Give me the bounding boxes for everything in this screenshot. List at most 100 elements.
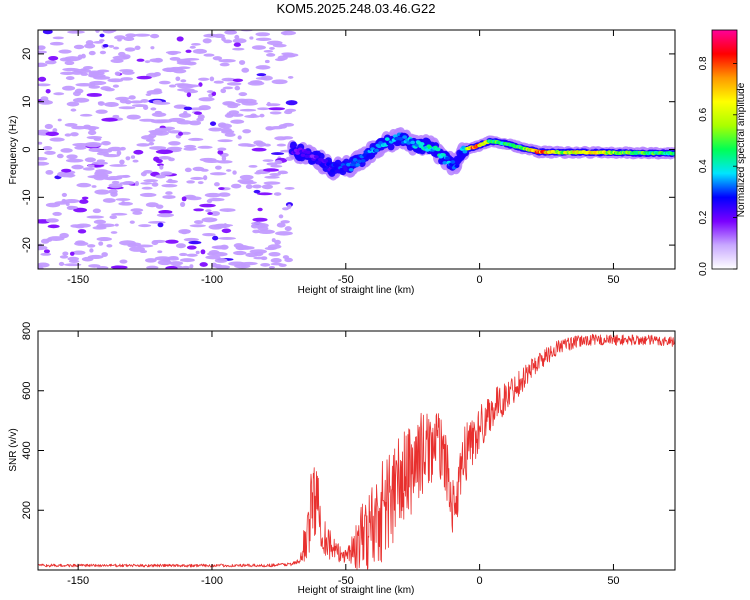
noise-blob <box>219 62 230 67</box>
ridge-core <box>366 154 371 158</box>
noise-blob <box>150 46 155 50</box>
noise-blob <box>65 158 84 163</box>
ridge-core <box>330 168 335 173</box>
noise-blob <box>61 192 68 197</box>
noise-blob <box>169 56 181 61</box>
noise-blob <box>127 243 138 248</box>
noise-blob <box>107 146 124 152</box>
noise-blob <box>268 107 286 111</box>
noise-blob <box>158 80 171 85</box>
noise-blob <box>237 135 242 140</box>
colorbar-gradient <box>711 29 738 270</box>
noise-blob <box>287 204 292 210</box>
noise-blob <box>269 172 281 177</box>
ridge-core <box>442 160 448 165</box>
noise-blob <box>57 118 62 122</box>
noise-blob <box>83 126 100 130</box>
noise-blob <box>224 113 234 118</box>
y-tick-label: -20 <box>21 237 33 253</box>
noise-blob <box>248 164 258 168</box>
noise-blob <box>255 65 271 70</box>
ridge-mid <box>387 143 395 151</box>
noise-blob <box>150 33 160 39</box>
ridge-core <box>360 159 366 163</box>
noise-blob <box>219 244 229 250</box>
noise-blob <box>259 113 265 118</box>
noise-blob <box>110 265 128 269</box>
colorbar-ticks: 0.0 0.2 0.4 0.6 0.8 <box>698 56 737 276</box>
noise-blob <box>104 101 119 108</box>
noise-blob <box>38 45 46 51</box>
noise-blob <box>107 78 124 83</box>
noise-blob <box>255 37 272 42</box>
noise-blob <box>154 110 162 115</box>
noise-blob <box>284 187 295 190</box>
noise-blob <box>264 59 270 64</box>
noise-blob <box>153 156 160 162</box>
noise-blob <box>151 182 159 187</box>
spectrogram-y-ticks: -20 -10 0 10 20 <box>21 48 675 253</box>
noise-blob <box>135 244 154 248</box>
noise-blob <box>244 144 257 147</box>
noise-blob <box>218 123 232 129</box>
noise-blob <box>49 41 64 46</box>
noise-blob <box>91 161 109 165</box>
noise-blob <box>69 251 75 256</box>
noise-blob <box>128 95 136 100</box>
noise-blob <box>213 182 220 187</box>
noise-blob <box>208 127 224 132</box>
noise-blob <box>253 189 261 194</box>
noise-blob <box>136 75 152 80</box>
noise-blob <box>139 249 148 254</box>
noise-blob <box>183 106 193 111</box>
noise-blob <box>98 241 104 246</box>
noise-blob <box>227 104 239 109</box>
noise-blob <box>123 36 135 41</box>
noise-blob <box>52 36 65 40</box>
noise-blob <box>249 36 254 40</box>
ridge-core <box>352 157 358 162</box>
noise-blob <box>38 264 43 269</box>
noise-blob <box>165 239 179 244</box>
noise-blob <box>110 58 124 63</box>
noise-blob <box>76 223 91 228</box>
noise-blob <box>103 177 117 181</box>
noise-blob <box>151 112 167 117</box>
y-tick-label: 600 <box>21 382 33 400</box>
noise-blob <box>235 98 249 104</box>
snr-x-ticks: -150 -100 -50 0 50 <box>67 331 620 587</box>
noise-blob <box>136 58 145 62</box>
noise-blob <box>66 101 80 107</box>
noise-blob <box>139 118 156 122</box>
noise-blob <box>74 241 89 246</box>
noise-blob <box>130 155 136 159</box>
noise-blob <box>262 159 274 162</box>
noise-blob <box>216 160 233 164</box>
noise-blob <box>233 42 241 47</box>
noise-blob <box>238 92 248 97</box>
noise-blob <box>200 249 206 255</box>
noise-blob <box>204 192 222 198</box>
noise-blob <box>108 44 115 48</box>
noise-blob <box>121 201 126 206</box>
noise-blob <box>126 114 141 120</box>
noise-blob <box>186 180 195 184</box>
noise-blob <box>70 132 79 137</box>
noise-blob <box>109 164 128 167</box>
x-tick-label: -150 <box>67 274 89 286</box>
noise-blob <box>239 174 254 180</box>
noise-blob <box>183 89 199 94</box>
x-tick-label: 50 <box>607 575 619 587</box>
noise-blob <box>206 199 213 204</box>
ridge-core <box>441 153 446 157</box>
noise-blob <box>188 137 204 141</box>
noise-blob <box>212 56 223 61</box>
noise-blob <box>155 204 164 209</box>
noise-blob <box>106 30 117 33</box>
noise-blob <box>150 107 157 111</box>
noise-blob <box>44 123 53 129</box>
noise-blob <box>224 102 237 106</box>
noise-blob <box>184 167 192 173</box>
noise-blob <box>141 186 153 190</box>
noise-blob <box>224 30 238 35</box>
